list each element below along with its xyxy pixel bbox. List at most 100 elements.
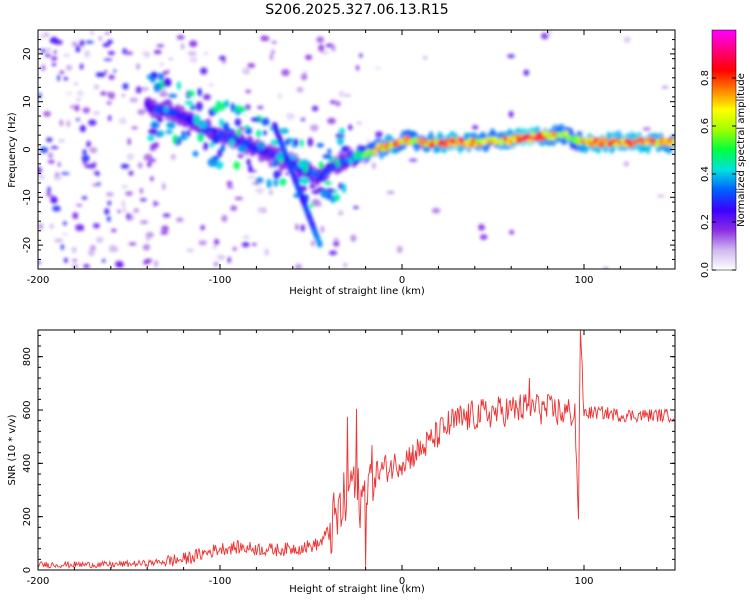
heatmap-noise-blob <box>108 244 118 253</box>
heatmap-scatter-blob <box>212 155 220 161</box>
spectrogram-x-tick-label: 0 <box>399 275 405 286</box>
heatmap-noise-blob <box>159 63 164 66</box>
heatmap-noise-blob <box>103 58 113 61</box>
heatmap-noise-blob <box>47 186 51 193</box>
heatmap-noise-blob <box>139 187 144 194</box>
heatmap-noise-blob <box>146 161 152 168</box>
heatmap-noise-blob <box>66 92 72 95</box>
snr-y-tick-label: 400 <box>22 454 33 473</box>
heatmap-noise-blob <box>170 154 176 160</box>
heatmap-scatter-blob <box>279 128 289 134</box>
heatmap-scatter-blob <box>184 100 194 105</box>
heatmap-scatter-blob <box>162 77 172 87</box>
heatmap-scatter-blob <box>255 177 264 184</box>
heatmap-scatter-blob <box>318 161 324 170</box>
heatmap-noise-blob <box>270 49 276 55</box>
heatmap-noise-blob <box>169 57 173 61</box>
heatmap-noise-blob <box>145 231 154 238</box>
heatmap-noise-blob <box>40 48 47 53</box>
heatmap-scatter-blob <box>293 138 299 147</box>
heatmap-noise-blob <box>83 264 90 269</box>
heatmap-noise-blob <box>38 223 44 230</box>
heatmap-noise-blob <box>355 65 360 71</box>
heatmap-noise-blob <box>92 111 101 116</box>
heatmap-scatter-blob <box>284 138 291 146</box>
heatmap-noise-blob <box>81 196 88 200</box>
colorbar-frame <box>711 29 737 271</box>
heatmap-noise-blob <box>355 121 363 126</box>
heatmap-branch-blob <box>316 240 323 248</box>
heatmap-scatter-blob <box>172 134 178 144</box>
heatmap-noise-blob <box>189 40 198 48</box>
heatmap-noise-blob <box>54 238 64 243</box>
heatmap-noise-blob <box>162 70 167 76</box>
heatmap-noise-blob <box>187 50 197 57</box>
heatmap-scatter-blob <box>166 121 175 129</box>
heatmap-scatter-blob <box>209 141 214 148</box>
heatmap-noise-blob <box>135 86 142 94</box>
heatmap-noise-blob <box>72 259 77 262</box>
heatmap-noise-blob <box>106 216 111 222</box>
heatmap-scatter-blob <box>243 125 250 130</box>
spectrogram-y-tick-label: 20 <box>22 48 33 61</box>
heatmap-noise-blob <box>113 69 117 73</box>
heatmap-noise-blob <box>47 159 55 164</box>
colorbar: 0.0 0.2 0.4 0.6 0.8 Normalized spectral ampl… <box>700 29 747 278</box>
heatmap-noise-blob <box>71 264 79 268</box>
heatmap-scatter-blob <box>327 148 332 155</box>
heatmap-noise-blob <box>71 246 77 253</box>
snr-x-tick-label: -100 <box>209 576 232 587</box>
heatmap-noise-blob <box>320 50 329 55</box>
heatmap-noise-blob <box>316 36 325 43</box>
heatmap-scatter-blob <box>224 99 230 108</box>
heatmap-noise-blob <box>189 57 198 63</box>
heatmap-noise-blob <box>271 40 277 44</box>
heatmap-scatter-blob <box>250 117 261 122</box>
heatmap-noise-blob <box>237 153 244 159</box>
heatmap-noise-blob <box>347 124 353 131</box>
heatmap-scatter-blob <box>336 136 344 146</box>
snr-y-tick-label: 200 <box>22 507 33 526</box>
heatmap-noise-blob <box>507 54 515 59</box>
heatmap-noise-blob <box>63 221 67 226</box>
heatmap-noise-blob <box>108 91 116 100</box>
heatmap-noise-blob <box>66 120 71 128</box>
heatmap-scatter-blob <box>324 181 332 186</box>
heatmap-noise-blob <box>230 205 238 212</box>
heatmap-noise-blob <box>353 206 359 209</box>
heatmap-noise-blob <box>49 36 59 44</box>
heatmap-noise-blob <box>122 83 129 90</box>
heatmap-noise-blob <box>49 195 56 198</box>
heatmap-noise-blob <box>43 111 51 117</box>
heatmap-noise-blob <box>359 53 363 58</box>
heatmap-scatter-blob <box>338 182 343 190</box>
heatmap-scatter-blob <box>193 115 201 121</box>
heatmap-noise-blob <box>137 109 146 115</box>
heatmap-noise-blob <box>53 50 57 54</box>
heatmap-scatter-blob <box>307 137 314 147</box>
heatmap-noise-blob <box>43 32 50 38</box>
heatmap-noise-blob <box>661 85 669 89</box>
heatmap-noise-blob <box>328 250 338 256</box>
heatmap-scatter-blob <box>168 93 178 98</box>
heatmap-scatter-blob <box>335 159 340 168</box>
heatmap-noise-blob <box>129 97 139 103</box>
snr-y-tick-label: 800 <box>22 347 33 366</box>
heatmap-scatter-blob <box>273 170 281 180</box>
heatmap-noise-blob <box>102 258 106 263</box>
heatmap-noise-blob <box>251 242 257 246</box>
heatmap-noise-blob <box>88 119 97 126</box>
heatmap-scatter-blob <box>229 138 235 147</box>
heatmap-noise-blob <box>242 235 250 239</box>
snr-y-tick-label: 0 <box>22 567 33 573</box>
heatmap-noise-blob <box>77 90 84 97</box>
heatmap-noise-blob <box>212 245 217 249</box>
heatmap-noise-blob <box>100 91 107 96</box>
heatmap-noise-blob <box>479 234 488 240</box>
heatmap-scatter-blob <box>236 127 241 137</box>
spectrogram-x-tick-label: -200 <box>27 275 50 286</box>
heatmap-noise-blob <box>547 30 552 37</box>
heatmap-noise-blob <box>176 217 184 223</box>
heatmap-scatter-blob <box>156 117 164 123</box>
heatmap-scatter-blob <box>255 129 262 138</box>
